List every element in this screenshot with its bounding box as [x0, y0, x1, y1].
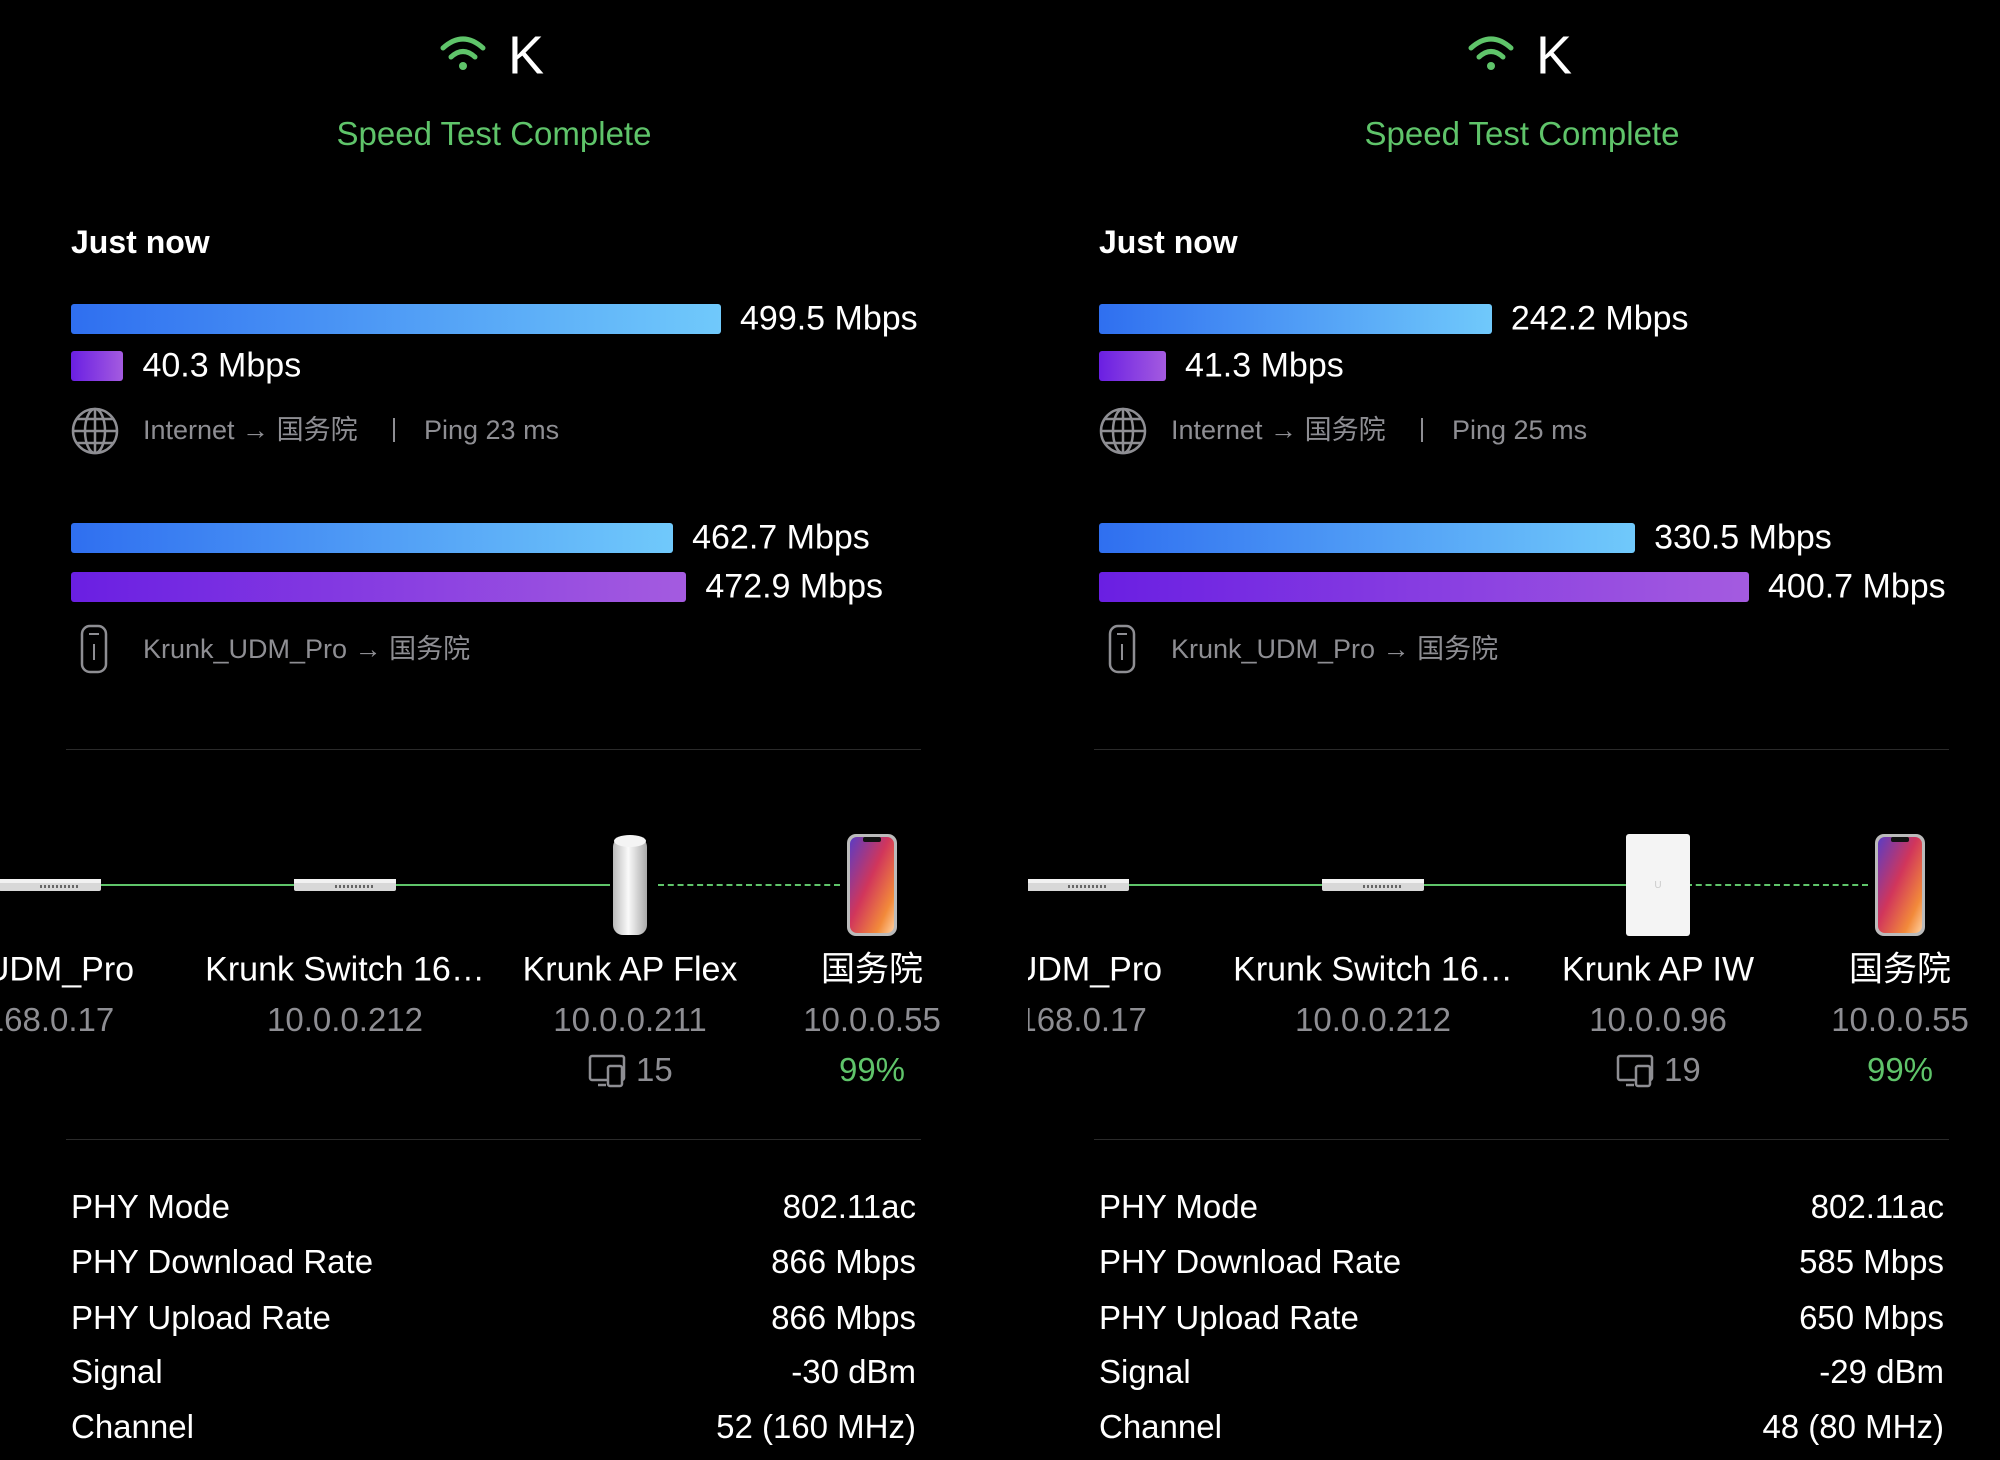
- device-name: _UDM_Pro: [1028, 950, 1163, 989]
- device-name: Krunk Switch 16…: [205, 950, 485, 989]
- speed-label: 400.7 Mbps: [1768, 567, 1946, 606]
- upload-bar: [1099, 351, 1166, 381]
- stat-label: PHY Download Rate: [1099, 1243, 1402, 1281]
- timestamp: Just now: [71, 223, 210, 260]
- stat-label: Signal: [71, 1353, 163, 1391]
- route-text: Krunk_UDM_Pro → 国务院: [143, 633, 471, 664]
- stat-value: 802.11ac: [782, 1188, 916, 1226]
- device-ip: 10.0.0.212: [267, 1001, 423, 1039]
- svg-text:U: U: [1654, 880, 1661, 891]
- device-ip: .168.0.17: [1028, 1001, 1147, 1039]
- divider: [1094, 1139, 1949, 1140]
- device-name: Krunk Switch 16…: [1233, 950, 1513, 989]
- ping-text: Ping 25 ms: [1452, 414, 1588, 445]
- speed-label: 242.2 Mbps: [1510, 299, 1689, 338]
- device-name: 国务院: [821, 950, 923, 989]
- phone-device: [847, 834, 897, 936]
- globe-icon: [1099, 407, 1147, 455]
- stat-value: 585 Mbps: [1799, 1243, 1944, 1281]
- gateway-device: [1028, 879, 1129, 891]
- status-text: Speed Test Complete: [1364, 115, 1680, 153]
- route-text: Internet → 国务院: [1171, 414, 1386, 445]
- speed-label: 330.5 Mbps: [1654, 518, 1832, 557]
- separator: [1421, 418, 1423, 442]
- device-name: Krunk AP IW: [1561, 950, 1755, 989]
- signal-strength: 99%: [1866, 1051, 1934, 1089]
- stat-label: PHY Mode: [1099, 1188, 1258, 1226]
- status-text: Speed Test Complete: [336, 115, 652, 153]
- stat-value: 802.11ac: [1810, 1188, 1944, 1226]
- route-text: Internet → 国务院: [143, 414, 358, 445]
- stat-value: 866 Mbps: [771, 1243, 916, 1281]
- upload-bar: [71, 351, 124, 381]
- network-name: K: [1536, 25, 1573, 86]
- separator: [393, 418, 395, 442]
- route-text: Krunk_UDM_Pro → 国务院: [1171, 633, 1499, 664]
- device-ip: 10.0.0.211: [553, 1001, 707, 1039]
- download-bar: [1099, 523, 1636, 553]
- phone-device: [1875, 834, 1925, 936]
- device-ip: 10.0.0.212: [1295, 1001, 1451, 1039]
- network-name: K: [508, 25, 545, 86]
- switch-device: [1322, 879, 1424, 891]
- gateway-device: [0, 879, 101, 891]
- wifi-icon: [1468, 36, 1514, 70]
- timestamp: Just now: [1099, 223, 1238, 260]
- stat-label: PHY Download Rate: [71, 1243, 374, 1281]
- stat-value: -29 dBm: [1819, 1353, 1944, 1391]
- upload-bar: [71, 572, 687, 602]
- stat-label: PHY Mode: [71, 1188, 230, 1226]
- device-ip: 10.0.0.55: [803, 1001, 941, 1039]
- stat-value: -30 dBm: [791, 1353, 916, 1391]
- gateway-icon: [80, 624, 108, 674]
- globe-icon: [71, 407, 119, 455]
- ping-text: Ping 23 ms: [424, 414, 560, 445]
- stat-label: Channel: [1099, 1408, 1222, 1446]
- access-point-device: [613, 835, 647, 935]
- wireless-link: [1686, 884, 1868, 886]
- wireless-link: [658, 884, 840, 886]
- wifi-icon: [440, 36, 486, 70]
- access-point-device: U: [1626, 834, 1690, 936]
- speed-label: 472.9 Mbps: [705, 567, 884, 606]
- client-count: 15: [636, 1051, 673, 1089]
- gateway-icon: [1108, 624, 1136, 674]
- divider: [66, 749, 921, 750]
- divider: [66, 1139, 921, 1140]
- switch-device: [294, 879, 396, 891]
- speed-label: 499.5 Mbps: [740, 299, 918, 338]
- speed-label: 40.3 Mbps: [142, 346, 302, 385]
- stat-value: 52 (160 MHz): [716, 1408, 916, 1446]
- speed-test-panel: K Speed Test Complete Just now 242.2 Mbps 41…: [1028, 0, 2000, 1460]
- device-name: 国务院: [1849, 950, 1951, 989]
- stat-value: 866 Mbps: [771, 1299, 916, 1337]
- stat-value: 650 Mbps: [1799, 1299, 1944, 1337]
- device-name: _UDM_Pro: [0, 950, 135, 989]
- speed-test-panel: K Speed Test Complete Just now 499.5 Mbps 40…: [0, 0, 972, 1460]
- stat-label: Signal: [1099, 1353, 1191, 1391]
- divider: [1094, 749, 1949, 750]
- device-ip: 10.0.0.55: [1831, 1001, 1969, 1039]
- clients-icon: [588, 1054, 626, 1088]
- speed-label: 462.7 Mbps: [692, 518, 870, 557]
- stat-value: 48 (80 MHz): [1762, 1408, 1944, 1446]
- download-bar: [71, 304, 721, 334]
- speed-label: 41.3 Mbps: [1184, 346, 1344, 385]
- upload-bar: [1099, 572, 1749, 602]
- stat-label: Channel: [71, 1408, 194, 1446]
- device-ip: 168.0.17: [0, 1001, 115, 1039]
- device-name: Krunk AP Flex: [522, 950, 738, 989]
- device-ip: 10.0.0.96: [1589, 1001, 1727, 1039]
- clients-icon: [1616, 1054, 1654, 1088]
- client-count: 19: [1664, 1051, 1701, 1089]
- stat-label: PHY Upload Rate: [71, 1299, 331, 1337]
- download-bar: [71, 523, 674, 553]
- stat-label: PHY Upload Rate: [1099, 1299, 1359, 1337]
- signal-strength: 99%: [838, 1051, 906, 1089]
- download-bar: [1099, 304, 1492, 334]
